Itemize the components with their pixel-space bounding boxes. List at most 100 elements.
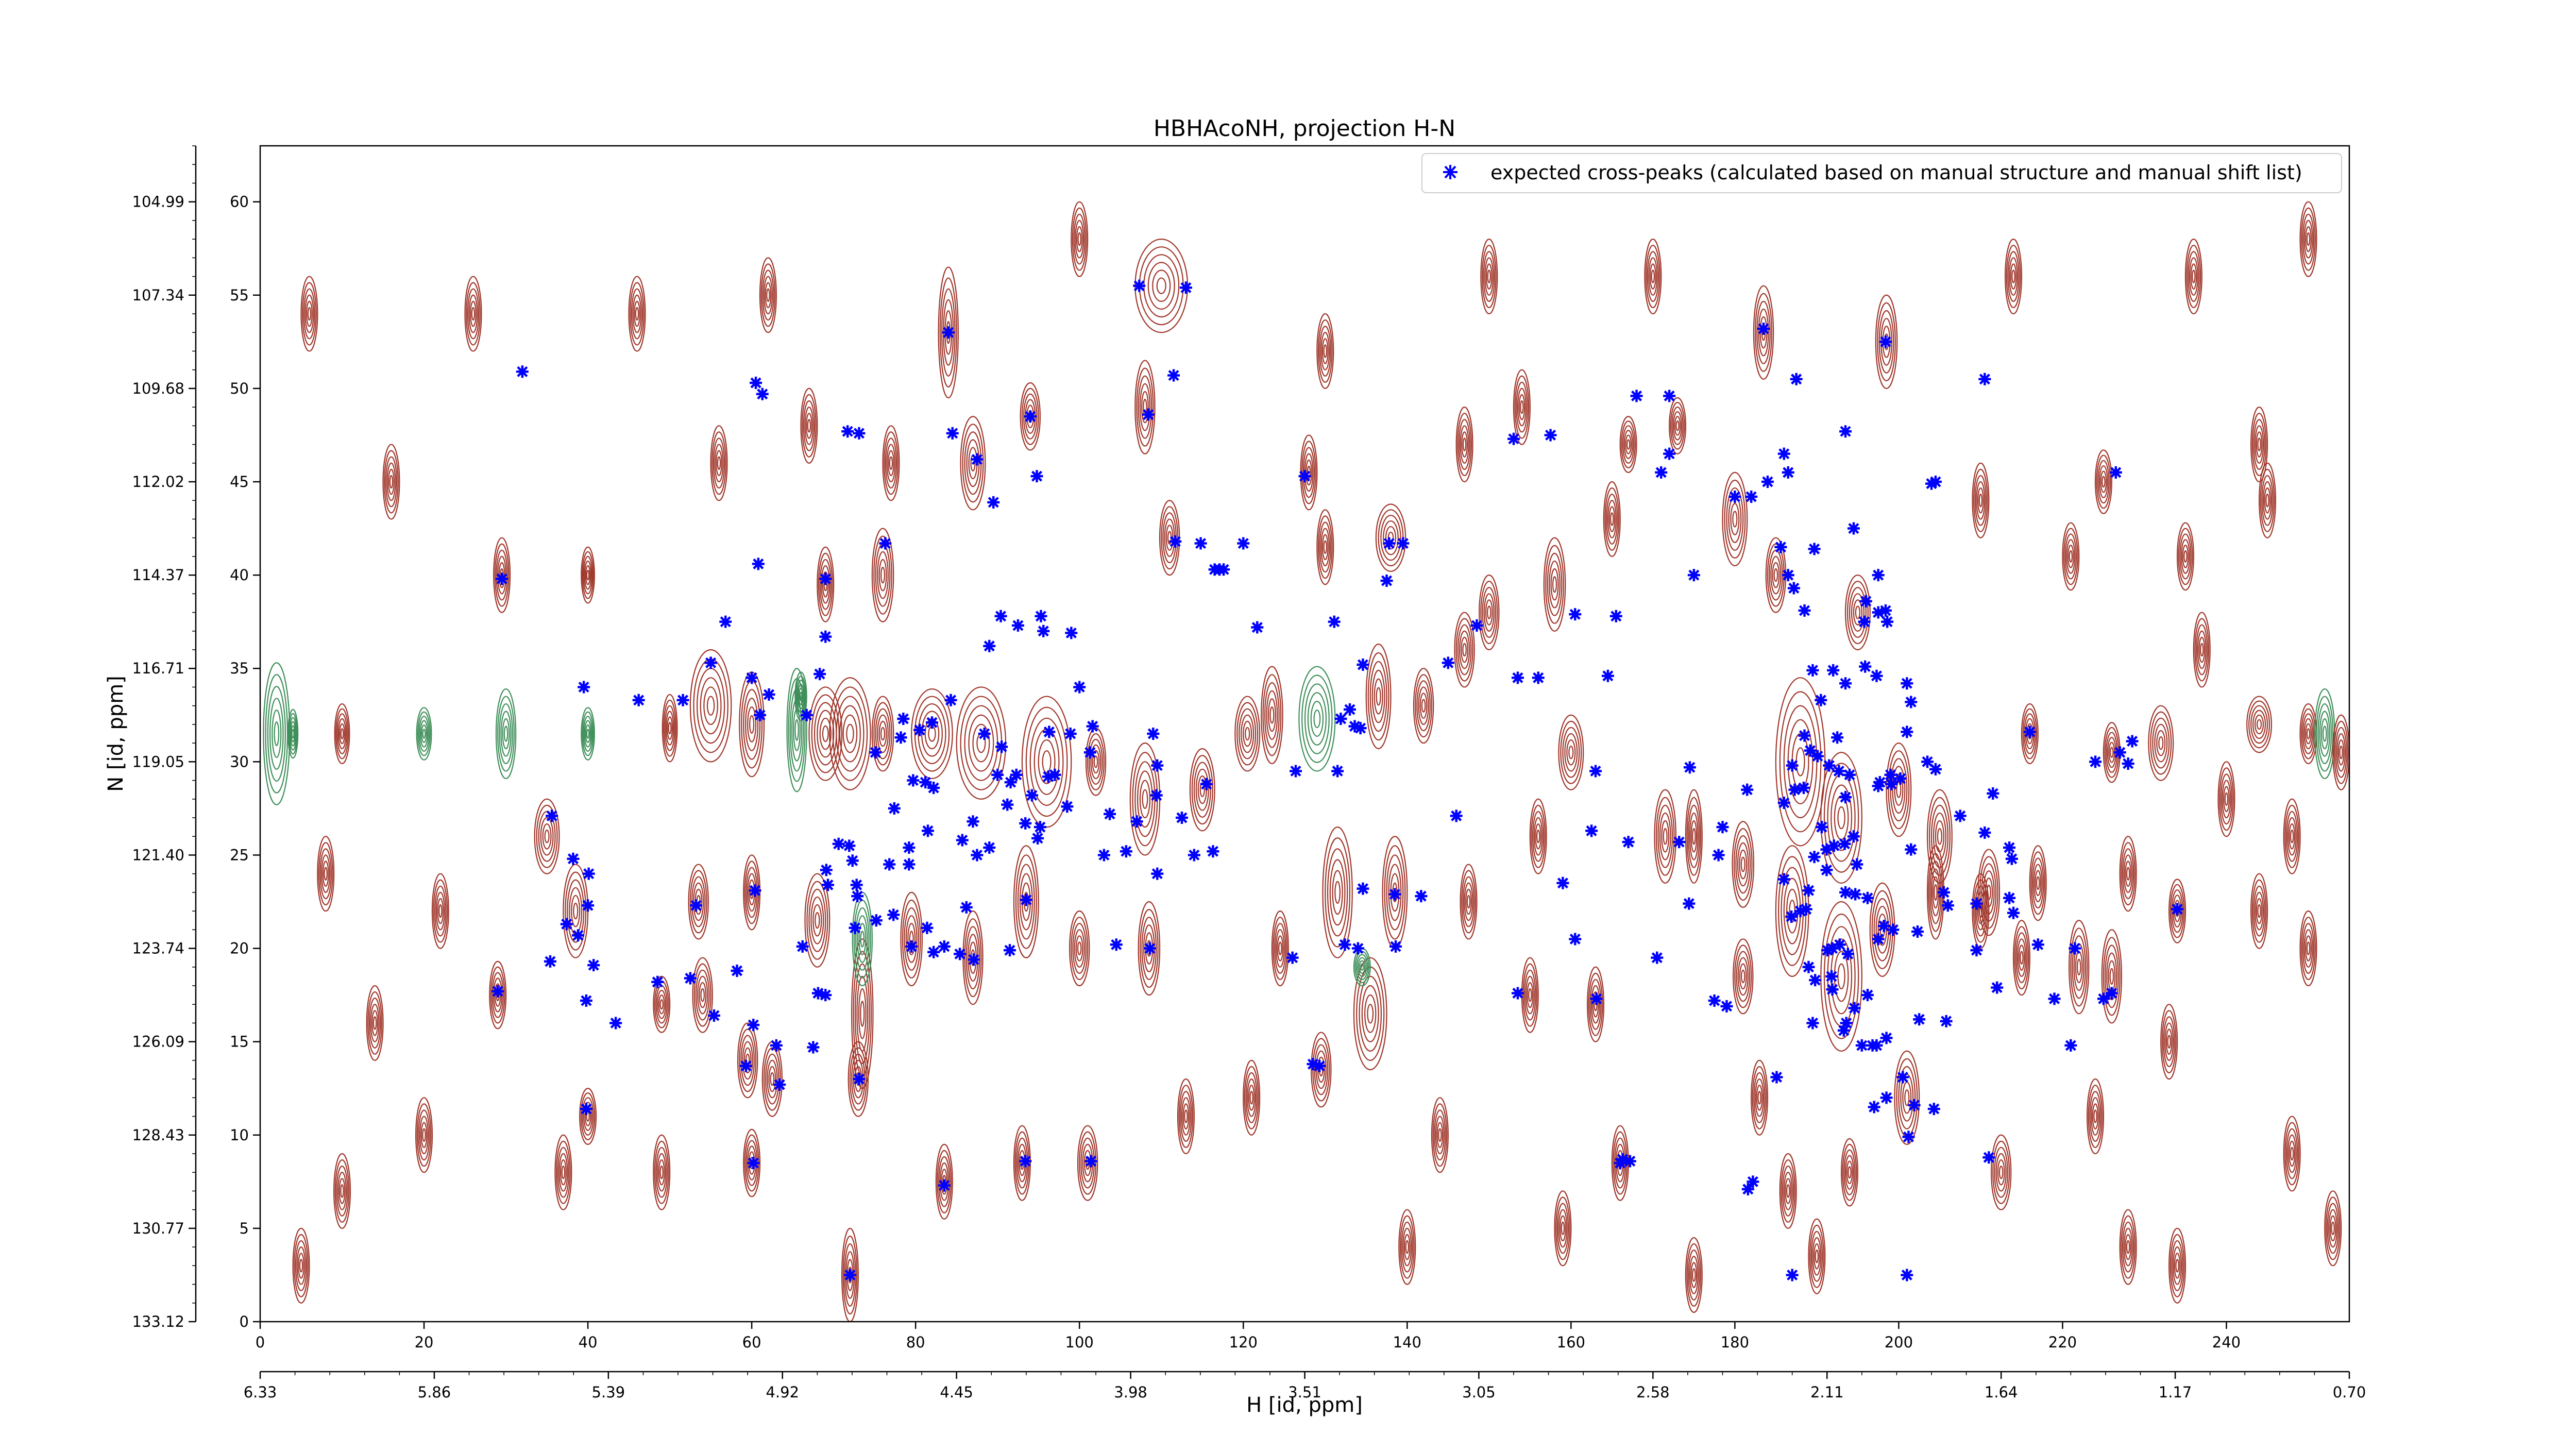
- contour-ring: [1329, 859, 1346, 926]
- contour-ring: [1306, 459, 1312, 486]
- contour-ring: [1301, 674, 1333, 763]
- contour-ring: [2192, 269, 2196, 283]
- cross-peak-marker: [1712, 849, 1725, 862]
- contour-ring: [747, 706, 757, 743]
- contour-ring: [2121, 842, 2136, 906]
- contour-ring: [1479, 575, 1500, 651]
- contour-ring: [1973, 468, 1988, 532]
- contour-ring: [2121, 1215, 2136, 1279]
- cross-peak-marker: [1794, 905, 1807, 918]
- contour-ring: [1195, 768, 1209, 811]
- contour-peak: [817, 546, 835, 622]
- cross-peak-marker: [1622, 836, 1635, 849]
- contour-ring: [1322, 826, 1353, 958]
- cross-peak-marker: [1150, 789, 1163, 802]
- contour-ring: [1147, 262, 1175, 310]
- contour-ring: [2265, 494, 2269, 508]
- contour-ring: [808, 888, 826, 952]
- contour-ring: [657, 989, 667, 1019]
- contour-ring: [419, 1116, 429, 1155]
- contour-ring: [1079, 1131, 1097, 1195]
- contour-ring: [1558, 1209, 1568, 1248]
- contour-ring: [1267, 698, 1276, 732]
- cross-peak-marker: [1991, 981, 2004, 994]
- contour-ring: [2096, 454, 2111, 509]
- cross-peak-marker: [1532, 671, 1545, 684]
- contour-ring: [1466, 895, 1471, 909]
- contour-ring: [1461, 431, 1468, 458]
- legend: expected cross-peaks (calculated based o…: [1421, 153, 2342, 193]
- contour-ring: [2092, 1103, 2099, 1129]
- x-ppm-tick-label: 6.33: [244, 1383, 277, 1401]
- contour-ring: [842, 714, 858, 753]
- contour-ring: [1383, 520, 1399, 555]
- contour-ring: [759, 257, 777, 333]
- contour-ring: [658, 1159, 665, 1186]
- contour-ring: [1357, 957, 1367, 977]
- cross-peak-marker: [2126, 735, 2139, 748]
- contour-ring: [1888, 750, 1910, 830]
- contour-ring: [1239, 708, 1257, 760]
- contour-ring: [1071, 201, 1089, 277]
- contour-ring: [1608, 506, 1616, 532]
- cross-peak-marker: [1885, 778, 1898, 790]
- contour-peak: [554, 1134, 572, 1210]
- x-ppm-tick-label: 1.64: [1985, 1383, 2018, 1401]
- contour-ring: [1077, 232, 1081, 246]
- contour-ring: [2173, 895, 2182, 927]
- contour-ring: [1014, 1131, 1030, 1195]
- contour-ring: [1529, 798, 1547, 874]
- cross-peak-marker: [1825, 970, 1838, 983]
- cross-peak-marker: [1978, 826, 1991, 839]
- contour-ring: [2183, 550, 2188, 563]
- contour-ring: [388, 468, 395, 495]
- y-ppm-tick-label: 133.12: [132, 1313, 184, 1330]
- cross-peak-marker: [1042, 770, 1055, 783]
- contour-ring: [2224, 792, 2229, 806]
- legend-box: [1421, 153, 2342, 193]
- y-tick-label: 0: [240, 1313, 249, 1330]
- cross-peak-marker: [689, 899, 702, 912]
- cross-peak-marker: [1929, 476, 1942, 488]
- contour-ring: [1398, 1209, 1416, 1285]
- legend-entry: expected cross-peaks (calculated based o…: [1490, 161, 2302, 184]
- contour-ring: [2100, 470, 2107, 493]
- contour-ring: [1184, 1109, 1188, 1123]
- contour-ring: [2005, 239, 2023, 315]
- contour-ring: [1853, 599, 1862, 626]
- contour-ring: [1073, 213, 1086, 265]
- contour-ring: [811, 694, 840, 773]
- contour-ring: [2253, 885, 2265, 937]
- contour-ring: [1756, 300, 1771, 364]
- contour-ring: [470, 300, 477, 327]
- contour-ring: [659, 1166, 664, 1179]
- cross-peak-marker: [1872, 780, 1885, 792]
- cross-peak-marker: [1777, 873, 1790, 886]
- cross-peak-marker: [676, 694, 689, 706]
- contour-peak: [2119, 1209, 2137, 1285]
- contour-ring: [965, 926, 980, 990]
- contour-ring: [2018, 944, 2025, 971]
- chart-title: HBHAcoNH, projection H-N: [1154, 115, 1455, 142]
- contour-peak: [1322, 826, 1353, 958]
- contour-ring: [1651, 269, 1655, 283]
- contour-ring: [1134, 360, 1156, 454]
- contour-ring: [2261, 475, 2274, 526]
- contour-ring: [1625, 434, 1632, 454]
- contour-ring: [416, 707, 432, 761]
- cross-peak-marker: [1887, 923, 1900, 936]
- contour-ring: [1072, 207, 1087, 271]
- cross-peak-marker: [1569, 608, 1582, 621]
- contour-ring: [1531, 804, 1546, 868]
- contour-ring: [299, 1259, 303, 1273]
- contour-ring: [1516, 381, 1528, 433]
- contour-ring: [2123, 1227, 2133, 1267]
- contour-ring: [1317, 319, 1333, 383]
- y-ppm-tick-label: 128.43: [132, 1126, 184, 1144]
- contour-ring: [2323, 726, 2327, 742]
- contour-peak: [2258, 462, 2276, 538]
- contour-ring: [1323, 540, 1328, 554]
- contour-ring: [2186, 245, 2201, 309]
- contour-ring: [2119, 836, 2137, 912]
